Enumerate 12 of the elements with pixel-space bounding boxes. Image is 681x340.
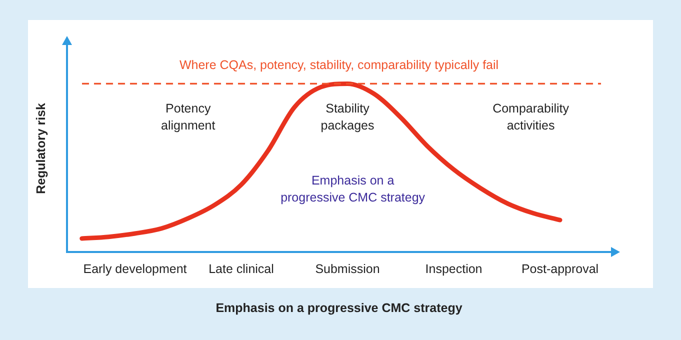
x-tick-label: Inspection	[425, 262, 482, 276]
x-axis-title: Emphasis on a progressive CMC strategy	[216, 300, 462, 315]
x-tick-label: Submission	[315, 262, 380, 276]
x-tick-label: Early development	[83, 262, 188, 276]
ref-line-label: Where CQAs, potency, stability, comparability typically fail	[179, 58, 499, 72]
y-axis-title: Regulatory risk	[34, 102, 48, 194]
annotation: Stability packages	[320, 101, 374, 132]
annotation: Emphasis on a progressive CMC strategy	[280, 174, 426, 205]
annotation: Comparability activities	[492, 101, 570, 132]
x-tick-label: Post-approval	[521, 262, 599, 276]
x-tick-label: Late clinical	[208, 262, 274, 276]
annotation: Potency alignment	[161, 101, 216, 132]
